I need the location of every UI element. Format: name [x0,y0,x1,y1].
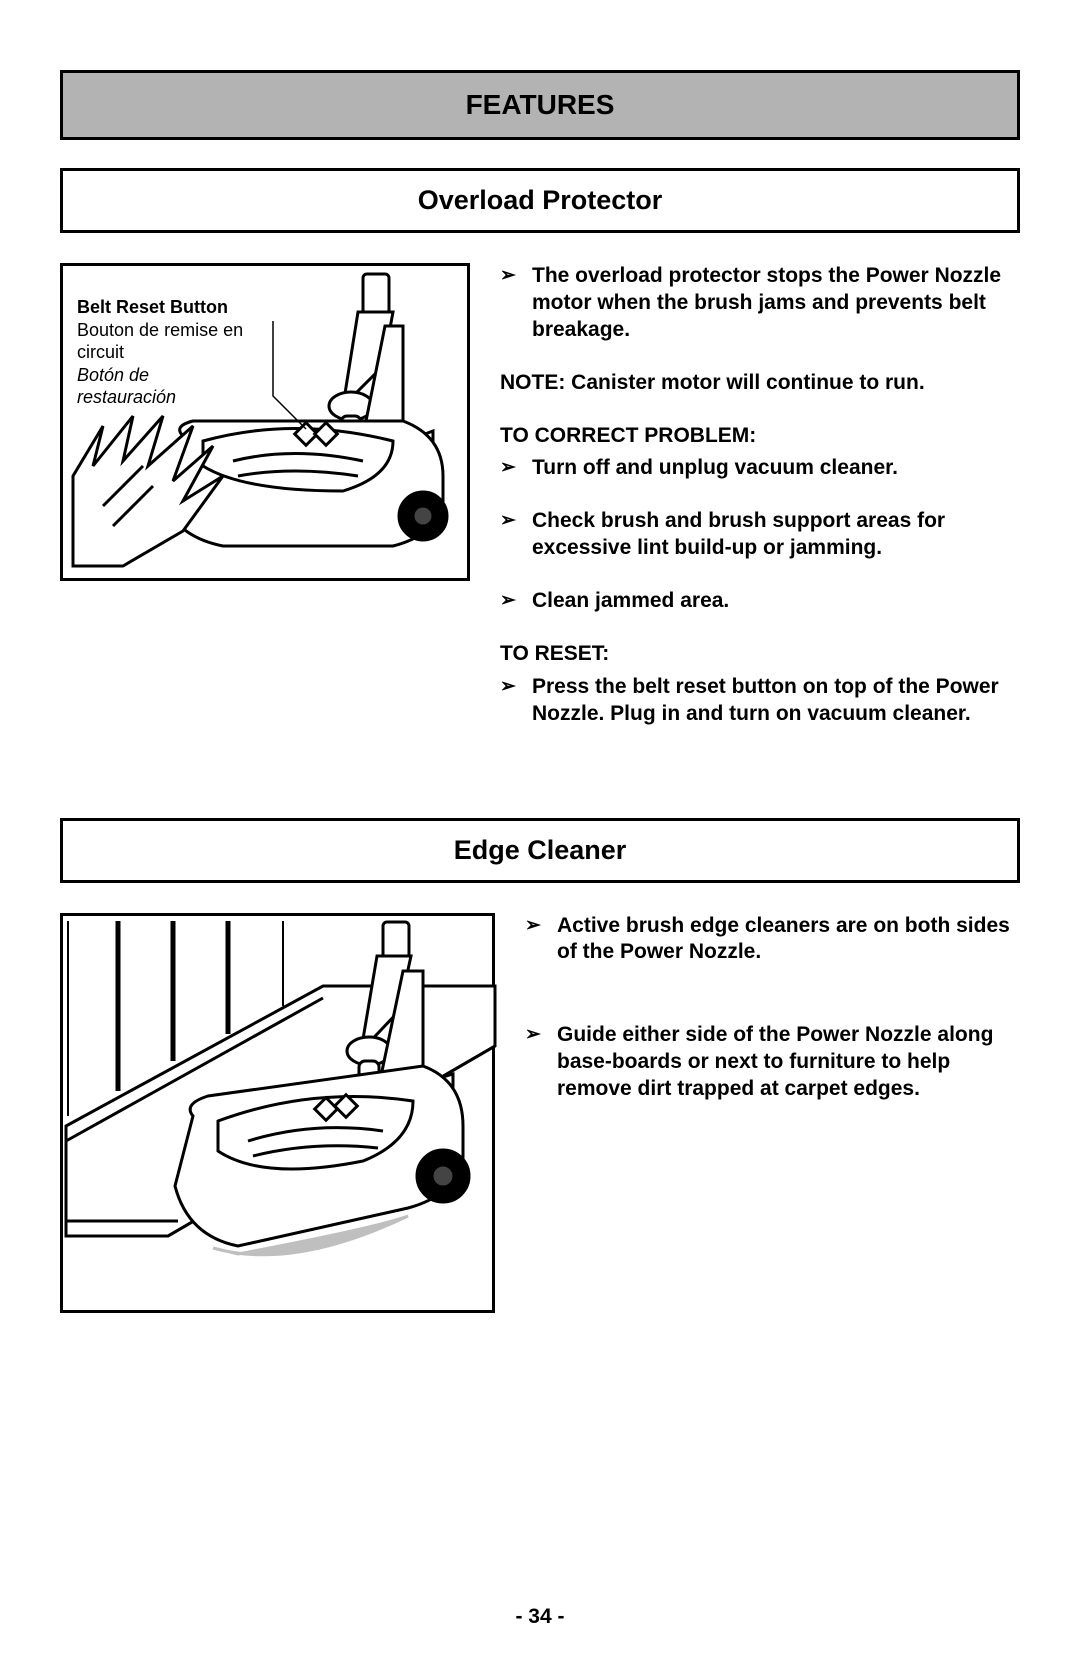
bullet-arrow-icon: ➢ [500,263,522,344]
bullet-arrow-icon: ➢ [500,508,522,562]
edge-bullet-1: ➢ Active brush edge cleaners are on both… [525,913,1020,967]
overload-text-column: ➢ The overload protector stops the Power… [500,263,1020,728]
bullet-arrow-icon: ➢ [500,455,522,482]
overload-note: NOTE: Canister motor will continue to ru… [500,370,1020,397]
bullet-arrow-icon: ➢ [500,588,522,615]
edge-bullet-2: ➢ Guide either side of the Power Nozzle … [525,1022,1020,1103]
edge-cleaner-illustration [60,913,495,1313]
edge-text-column: ➢ Active brush edge cleaners are on both… [525,913,1020,1313]
correct-text-3: Clean jammed area. [532,588,1020,615]
section-overload-title: Overload Protector [60,168,1020,233]
page-number: - 34 - [0,1605,1080,1629]
to-correct-heading: TO CORRECT PROBLEM: [500,423,1020,450]
edge-text-2: Guide either side of the Power Nozzle al… [557,1022,1020,1103]
correct-bullet-3: ➢ Clean jammed area. [500,588,1020,615]
correct-bullet-2: ➢ Check brush and brush support areas fo… [500,508,1020,562]
section-overload-body: Belt Reset Button Bouton de remise en ci… [60,263,1020,728]
power-nozzle-edge-svg [63,916,498,1316]
section-edge-title: Edge Cleaner [60,818,1020,883]
correct-text-2: Check brush and brush support areas for … [532,508,1020,562]
overload-intro-text: The overload protector stops the Power N… [532,263,1020,344]
section-edge-body: ➢ Active brush edge cleaners are on both… [60,913,1020,1313]
edge-text-1: Active brush edge cleaners are on both s… [557,913,1020,967]
correct-text-1: Turn off and unplug vacuum cleaner. [532,455,1020,482]
bullet-arrow-icon: ➢ [500,674,522,728]
reset-bullet-1: ➢ Press the belt reset button on top of … [500,674,1020,728]
callout-en: Belt Reset Button [77,296,247,319]
callout-es: Botón de restauración [77,364,227,409]
correct-bullet-1: ➢ Turn off and unplug vacuum cleaner. [500,455,1020,482]
reset-text-1: Press the belt reset button on top of th… [532,674,1020,728]
features-header: FEATURES [60,70,1020,140]
belt-reset-callout: Belt Reset Button Bouton de remise en ci… [77,296,247,409]
bullet-arrow-icon: ➢ [525,1022,547,1103]
overload-illustration: Belt Reset Button Bouton de remise en ci… [60,263,470,581]
bullet-arrow-icon: ➢ [525,913,547,967]
to-reset-heading: TO RESET: [500,641,1020,668]
callout-fr: Bouton de remise en circuit [77,319,247,364]
overload-intro-bullet: ➢ The overload protector stops the Power… [500,263,1020,344]
